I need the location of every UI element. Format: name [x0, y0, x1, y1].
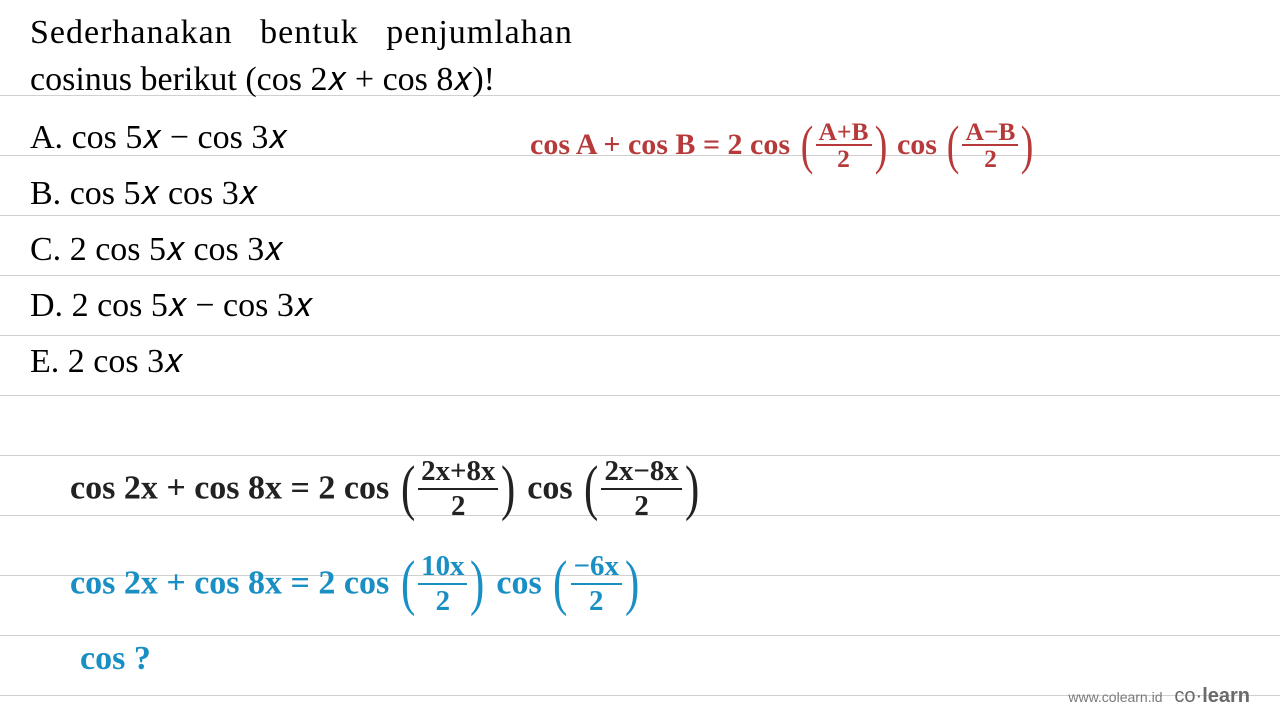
question-text-line2: cosinus berikut (cos 2𝑥 + cos 8𝑥)! [30, 57, 495, 103]
option-c-text: 2 cos 5𝑥 cos 3𝑥 [70, 231, 284, 268]
answer-options: A. cos 5𝑥 − cos 3𝑥 B. cos 5𝑥 cos 3𝑥 C. 2… [30, 115, 313, 394]
brand-bold: learn [1202, 685, 1250, 707]
step3-text: cos ? [80, 640, 151, 677]
open-paren-icon: ( [401, 453, 415, 524]
open-paren-icon: ( [947, 118, 960, 172]
step1-frac1-num: 2x+8x [418, 455, 498, 490]
step2-mid: cos [496, 564, 541, 601]
formula-coef: 2 cos [728, 128, 791, 161]
option-a-text: cos 5𝑥 − cos 3𝑥 [72, 119, 288, 156]
step2-lhs: cos 2x + cos 8x = [70, 564, 310, 601]
open-paren-icon: ( [800, 118, 813, 172]
formula-frac2: A−B2 [962, 119, 1018, 172]
brand-light: co [1174, 685, 1195, 707]
work-step-3: cos ? [80, 640, 151, 678]
close-paren-icon: ) [501, 453, 515, 524]
footer-branding: www.colearn.id co·learn [1068, 685, 1250, 708]
step2-frac2: −6x2 [571, 550, 622, 618]
close-paren-icon: ) [625, 548, 639, 619]
step1-frac1: 2x+8x2 [418, 455, 498, 523]
work-step-2: cos 2x + cos 8x = 2 cos (10x2) cos (−6x2… [70, 550, 642, 621]
frac1-num: A+B [816, 119, 872, 147]
close-paren-icon: ) [874, 118, 887, 172]
step2-frac1: 10x2 [418, 550, 467, 618]
option-b: B. cos 5𝑥 cos 3𝑥 [30, 171, 313, 217]
question-expression: (cos 2𝑥 + cos 8𝑥)! [245, 61, 495, 98]
formula-lhs: cos A + cos B = [530, 128, 720, 161]
close-paren-icon: ) [685, 453, 699, 524]
step2-coef: 2 cos [318, 564, 389, 601]
footer-url: www.colearn.id [1068, 689, 1162, 705]
open-paren-icon: ( [584, 453, 598, 524]
option-e: E. 2 cos 3𝑥 [30, 339, 313, 385]
option-e-text: 2 cos 3𝑥 [68, 343, 183, 380]
work-step-1: cos 2x + cos 8x = 2 cos (2x+8x2) cos (2x… [70, 455, 702, 526]
step2-frac1-den: 2 [418, 585, 467, 618]
formula-mid: cos [897, 128, 937, 161]
option-c: C. 2 cos 5𝑥 cos 3𝑥 [30, 227, 313, 273]
step2-frac2-num: −6x [571, 550, 622, 585]
formula-sum-to-product: cos A + cos B = 2 cos (A+B2) cos (A−B2) [530, 120, 1036, 174]
frac2-num: A−B [962, 119, 1018, 147]
option-a: A. cos 5𝑥 − cos 3𝑥 [30, 115, 313, 161]
brand-logo: co·learn [1174, 685, 1250, 707]
option-b-text: cos 5𝑥 cos 3𝑥 [70, 175, 258, 212]
step1-frac2-den: 2 [601, 490, 681, 523]
frac2-den: 2 [962, 146, 1018, 172]
open-paren-icon: ( [401, 548, 415, 619]
step1-coef: 2 cos [318, 469, 389, 506]
formula-frac1: A+B2 [816, 119, 872, 172]
step1-lhs: cos 2x + cos 8x = [70, 469, 310, 506]
option-d: D. 2 cos 5𝑥 − cos 3𝑥 [30, 283, 313, 329]
frac1-den: 2 [816, 146, 872, 172]
question-prefix: cosinus berikut [30, 61, 245, 98]
step2-frac2-den: 2 [571, 585, 622, 618]
close-paren-icon: ) [1021, 118, 1034, 172]
step1-frac2: 2x−8x2 [601, 455, 681, 523]
option-d-text: 2 cos 5𝑥 − cos 3𝑥 [72, 287, 313, 324]
open-paren-icon: ( [553, 548, 567, 619]
close-paren-icon: ) [471, 548, 485, 619]
step1-mid: cos [527, 469, 572, 506]
step1-frac1-den: 2 [418, 490, 498, 523]
question-text-line1: Sederhanakan bentuk penjumlahan [30, 10, 573, 56]
step1-frac2-num: 2x−8x [601, 455, 681, 490]
step2-frac1-num: 10x [418, 550, 467, 585]
